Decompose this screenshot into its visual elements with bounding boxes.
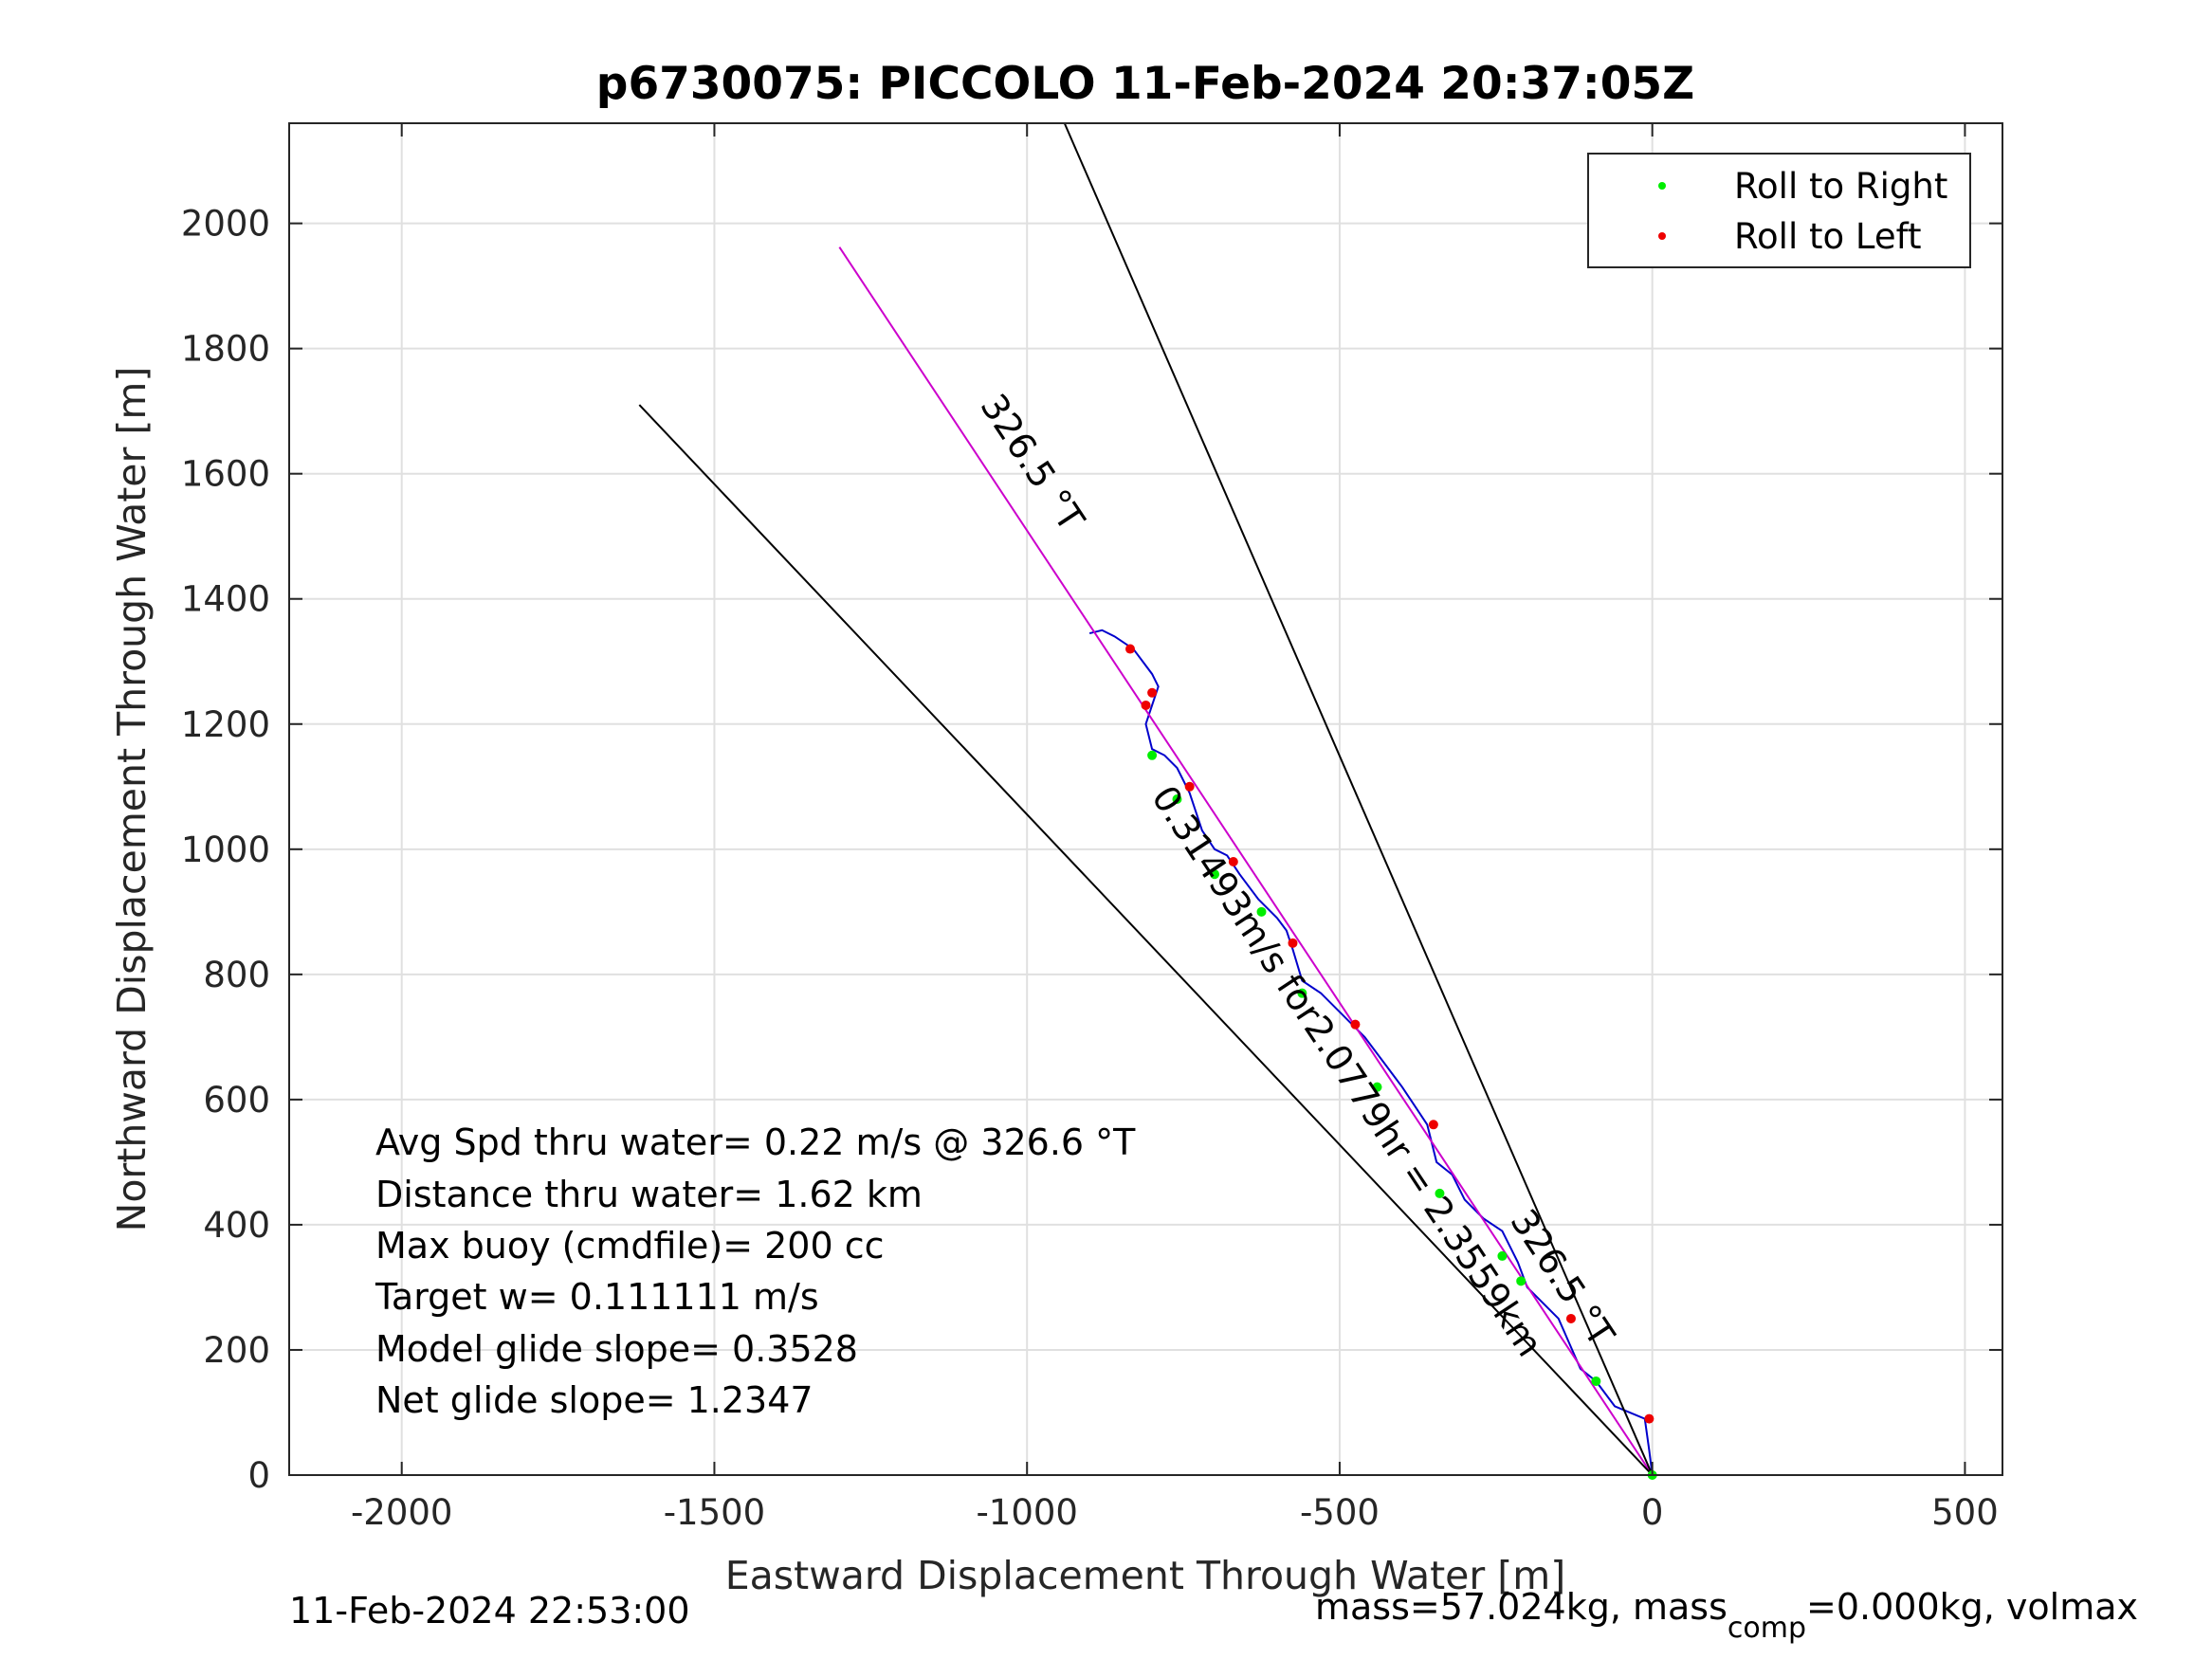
y-tick-label: 1000 [181, 830, 270, 870]
roll-left-point [1565, 1313, 1576, 1323]
stats-line-buoy: Max buoy (cmdfile)= 200 cc [375, 1225, 885, 1267]
axis-ticks: -2000 -1500 -1000 -500 0 500 0 200 400 600 800 1000… [181, 123, 2002, 1533]
roll-right-point [1372, 1082, 1382, 1092]
roll-right-point [1256, 906, 1267, 917]
y-tick-label: 1600 [181, 454, 270, 495]
stats-line-distance: Distance thru water= 1.62 km [375, 1174, 923, 1215]
roll-right-point [1516, 1276, 1526, 1286]
y-axis-label: Northward Displacement Through Water [m] [109, 367, 155, 1232]
footer-mass-text: mass=57.024kg, mass [1315, 1586, 1728, 1628]
y-tick-label: 1800 [181, 329, 270, 370]
roll-right-point [1172, 794, 1182, 804]
heading-line-line [838, 246, 1654, 1476]
chart-title: p6730075: PICCOLO 11-Feb-2024 20:37:05Z [596, 58, 1694, 110]
y-tick-label: 1400 [181, 579, 270, 620]
grid [289, 123, 2002, 1476]
y-tick-label: 800 [203, 955, 270, 995]
roll-markers [1125, 644, 1657, 1480]
y-tick-label: 2000 [181, 204, 270, 245]
roll-left-point [1644, 1413, 1654, 1424]
x-tick-label: 0 [1641, 1492, 1664, 1533]
legend-marker-roll-left [1658, 232, 1666, 240]
y-tick-label: 400 [203, 1205, 270, 1246]
bounding-line-right-line [1063, 122, 1654, 1476]
roll-right-point [1497, 1250, 1508, 1261]
y-tick-label: 200 [203, 1330, 270, 1371]
roll-right-point [1435, 1188, 1445, 1198]
footer-mass-rest: =0.000kg, volmax [1806, 1586, 2138, 1628]
footer-timestamp: 11-Feb-2024 22:53:00 [289, 1590, 690, 1632]
roll-right-point [1147, 750, 1158, 760]
y-tick-label: 0 [247, 1455, 270, 1496]
legend-marker-roll-right [1658, 182, 1666, 190]
stats-line-model-slope: Model glide slope= 0.3528 [375, 1328, 858, 1370]
roll-left-point [1125, 644, 1136, 654]
x-tick-label: -2000 [351, 1492, 453, 1533]
axes-frame [288, 122, 2003, 1476]
roll-right-point [1591, 1376, 1601, 1386]
x-tick-label: -1000 [976, 1492, 1078, 1533]
x-tick-label: 500 [1931, 1492, 1999, 1533]
y-tick-label: 600 [203, 1080, 270, 1121]
footer-mass: mass=57.024kg, masscomp=0.000kg, volmax [1315, 1586, 2138, 1645]
roll-left-point [1147, 687, 1158, 698]
x-axis-label: Eastward Displacement Through Water [m] [725, 1553, 1565, 1598]
legend-label-roll-right: Roll to Right [1734, 166, 1947, 207]
legend-label-roll-left: Roll to Left [1734, 216, 1922, 257]
roll-left-point [1184, 781, 1195, 792]
y-tick-label: 1200 [181, 704, 270, 745]
roll-left-point [1428, 1120, 1438, 1130]
roll-left-point [1288, 938, 1298, 948]
roll-left-point [1141, 700, 1151, 710]
legend: Roll to Right Roll to Left [1587, 153, 1971, 268]
footer-mass-subscript: comp [1728, 1612, 1806, 1645]
chart-lines [638, 122, 1654, 1476]
legend-box [1587, 153, 1971, 268]
x-tick-label: -500 [1300, 1492, 1380, 1533]
stats-line-target-w: Target w= 0.111111 m/s [375, 1276, 819, 1318]
roll-right-point [1210, 869, 1220, 880]
roll-right-point [1297, 988, 1307, 998]
stats-line-net-slope: Net glide slope= 1.2347 [375, 1379, 814, 1421]
bounding-line-left-line [638, 404, 1654, 1476]
stats-line-speed: Avg Spd thru water= 0.22 m/s @ 326.6 °T [375, 1121, 1136, 1163]
roll-left-point [1350, 1019, 1361, 1030]
roll-left-point [1228, 857, 1238, 867]
x-tick-label: -1500 [664, 1492, 766, 1533]
stats-block: Avg Spd thru water= 0.22 m/s @ 326.6 °T … [375, 1121, 1136, 1421]
